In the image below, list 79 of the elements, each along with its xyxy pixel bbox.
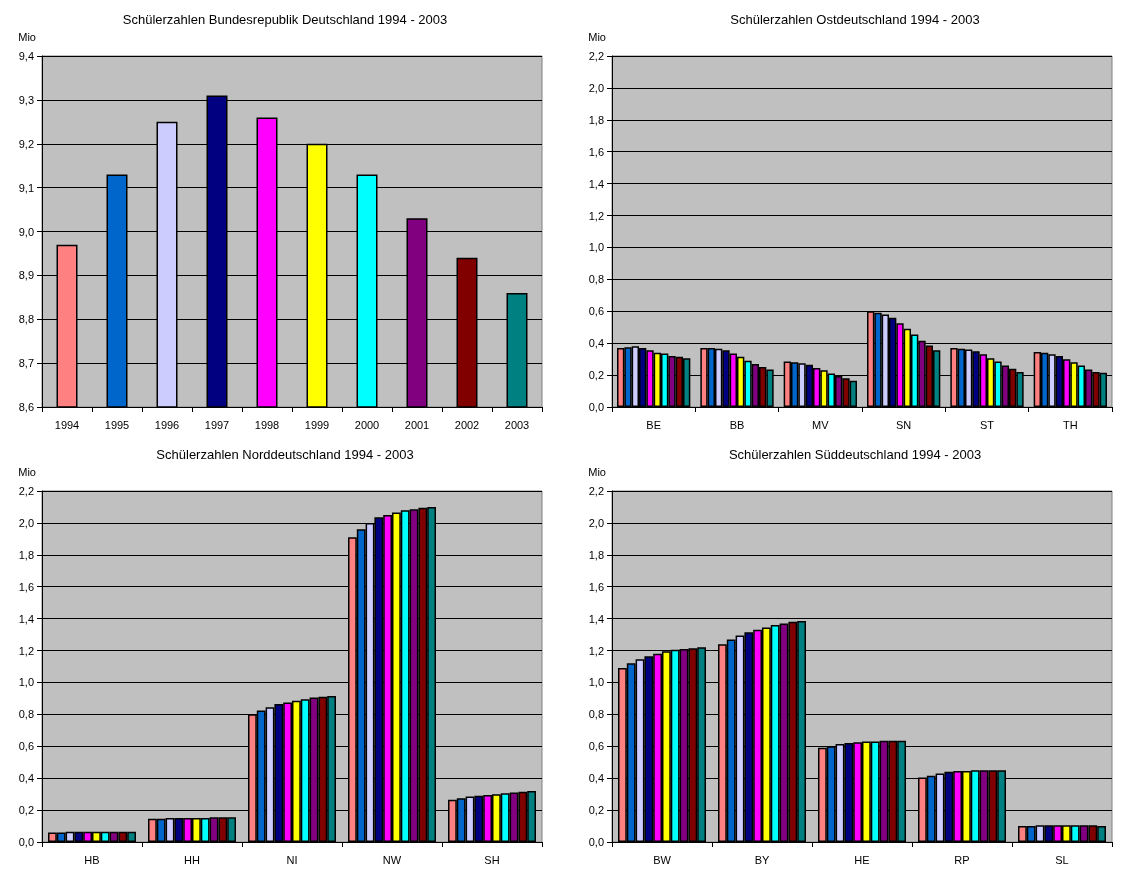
y-tick-label: 0,0 bbox=[588, 836, 604, 848]
y-tick-label: 0,0 bbox=[588, 401, 604, 413]
x-tick-label: 1997 bbox=[204, 418, 230, 431]
x-tick-label: 2002 bbox=[454, 418, 480, 431]
y-tick-label: 0,4 bbox=[588, 772, 604, 785]
y-tick-label: 0,0 bbox=[18, 836, 34, 848]
y-axis-title: Mio bbox=[588, 30, 606, 43]
y-tick-label: 1,4 bbox=[588, 177, 604, 190]
y-tick-label: 9,1 bbox=[18, 181, 34, 194]
y-tick-label: 2,0 bbox=[18, 516, 34, 529]
y-tick-label: 1,2 bbox=[588, 209, 604, 222]
x-tick-label: TH bbox=[1063, 418, 1078, 431]
chart-title: Schülerzahlen Ostdeutschland 1994 - 2003 bbox=[730, 12, 980, 27]
y-tick-label: 0,8 bbox=[18, 708, 34, 721]
x-tick-label: NI bbox=[286, 853, 298, 866]
chart-title: Schülerzahlen Süddeutschland 1994 - 2003 bbox=[728, 447, 982, 462]
y-tick-label: 0,6 bbox=[588, 740, 604, 753]
y-tick-label: 1,0 bbox=[588, 241, 604, 254]
x-tick-label: HB bbox=[84, 853, 100, 866]
y-tick-label: 8,9 bbox=[18, 269, 34, 282]
x-tick-label: SN bbox=[896, 418, 912, 431]
x-tick-label: 1999 bbox=[304, 418, 330, 431]
y-tick-label: 1,2 bbox=[588, 644, 604, 657]
y-tick-label: 9,3 bbox=[18, 93, 34, 106]
x-tick-label: BE bbox=[646, 418, 662, 431]
y-tick-label: 2,0 bbox=[588, 81, 604, 94]
y-tick-label: 2,2 bbox=[588, 50, 604, 62]
x-tick-label: 1998 bbox=[254, 418, 280, 431]
y-axis-title: Mio bbox=[18, 465, 36, 478]
x-tick-label: 2000 bbox=[354, 418, 380, 431]
x-tick-label: BY bbox=[754, 853, 770, 866]
x-tick-label: RP bbox=[954, 853, 970, 866]
y-tick-label: 8,7 bbox=[18, 357, 34, 370]
y-tick-label: 0,4 bbox=[588, 337, 604, 350]
x-tick-label: NW bbox=[382, 853, 402, 866]
y-tick-label: 0,2 bbox=[588, 804, 604, 817]
x-tick-label: SH bbox=[484, 853, 500, 866]
x-tick-label: 2001 bbox=[404, 418, 430, 431]
x-tick-label: 2003 bbox=[504, 418, 530, 431]
chart-title: Schülerzahlen Bundesrepublik Deutschland 1994 - 2003 bbox=[122, 12, 448, 27]
x-tick-label: MV bbox=[812, 418, 830, 431]
x-tick-label: 1994 bbox=[54, 418, 80, 431]
y-tick-label: 1,8 bbox=[588, 548, 604, 561]
x-tick-label: SL bbox=[1055, 853, 1069, 866]
y-tick-label: 2,2 bbox=[18, 485, 34, 497]
y-tick-label: 1,0 bbox=[18, 676, 34, 689]
y-tick-label: 0,6 bbox=[18, 740, 34, 753]
y-tick-label: 0,2 bbox=[18, 804, 34, 817]
y-tick-label: 1,6 bbox=[588, 580, 604, 593]
x-tick-label: 1995 bbox=[104, 418, 130, 431]
x-tick-label: ST bbox=[979, 418, 995, 431]
y-tick-label: 9,0 bbox=[18, 225, 34, 238]
y-tick-label: 1,8 bbox=[588, 113, 604, 126]
y-tick-label: 0,8 bbox=[588, 273, 604, 286]
y-tick-label: 9,2 bbox=[18, 137, 34, 150]
y-tick-label: 8,8 bbox=[18, 313, 34, 326]
y-tick-label: 0,4 bbox=[18, 772, 34, 785]
y-tick-label: 0,6 bbox=[588, 305, 604, 318]
x-tick-label: HH bbox=[184, 853, 200, 866]
chart-title: Schülerzahlen Norddeutschland 1994 - 2003 bbox=[156, 447, 414, 462]
y-tick-label: 9,4 bbox=[18, 50, 34, 62]
x-tick-label: HE bbox=[854, 853, 870, 866]
x-tick-label: BB bbox=[729, 418, 745, 431]
x-tick-label: BW bbox=[653, 853, 672, 866]
y-tick-label: 2,2 bbox=[588, 485, 604, 497]
y-tick-label: 0,8 bbox=[588, 708, 604, 721]
y-tick-label: 1,6 bbox=[588, 145, 604, 158]
y-tick-label: 1,4 bbox=[588, 612, 604, 625]
y-tick-label: 1,8 bbox=[18, 548, 34, 561]
y-axis-title: Mio bbox=[588, 465, 606, 478]
y-tick-label: 8,6 bbox=[18, 401, 34, 413]
x-tick-label: 1996 bbox=[154, 418, 180, 431]
y-tick-label: 1,6 bbox=[18, 580, 34, 593]
y-axis-title: Mio bbox=[18, 30, 36, 43]
y-tick-label: 1,4 bbox=[18, 612, 34, 625]
y-tick-label: 1,0 bbox=[588, 676, 604, 689]
y-tick-label: 1,2 bbox=[18, 644, 34, 657]
y-tick-label: 0,2 bbox=[588, 369, 604, 382]
y-tick-label: 2,0 bbox=[588, 516, 604, 529]
